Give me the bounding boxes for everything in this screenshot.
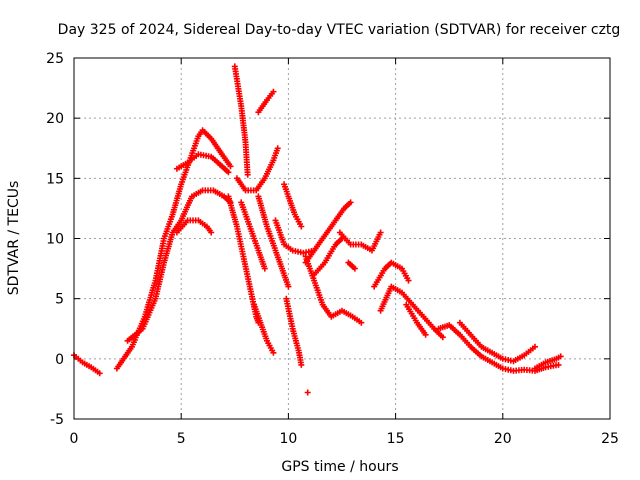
x-tick-label: 5 bbox=[177, 431, 186, 447]
series-t6-marks bbox=[231, 63, 251, 178]
series-t25-marks bbox=[435, 322, 562, 374]
series-t23-marks bbox=[377, 283, 446, 341]
series-t22-marks bbox=[371, 259, 412, 290]
x-tick-label: 15 bbox=[387, 431, 405, 447]
series-t9-marks bbox=[255, 88, 277, 116]
series-t3-marks bbox=[124, 187, 234, 344]
series-t15-marks bbox=[272, 217, 318, 256]
y-tick-label: 20 bbox=[46, 111, 64, 127]
series-t4-marks bbox=[173, 217, 215, 236]
y-tick-labels: -5 0 5 10 15 20 25 bbox=[46, 51, 64, 428]
x-tick-label: 25 bbox=[601, 431, 619, 447]
series-t18-marks bbox=[302, 199, 354, 266]
series-t5-marks bbox=[173, 151, 232, 176]
series-t21-marks bbox=[345, 259, 358, 272]
series-t2-marks bbox=[113, 127, 234, 372]
series-t14-marks bbox=[283, 295, 305, 368]
series-t16-marks bbox=[304, 389, 311, 396]
data-marks bbox=[71, 63, 564, 396]
series-t26-marks bbox=[456, 319, 538, 365]
x-axis-title: GPS time / hours bbox=[281, 459, 398, 475]
series-t8-marks bbox=[233, 145, 281, 194]
series-t13-marks bbox=[281, 181, 305, 230]
y-tick-label: 15 bbox=[46, 171, 64, 187]
x-tick-label: 20 bbox=[494, 431, 512, 447]
x-tick-label: 0 bbox=[70, 431, 79, 447]
y-tick-label: 0 bbox=[55, 352, 64, 368]
x-tick-labels: 0 5 10 15 20 25 bbox=[70, 431, 619, 447]
y-tick-label: 10 bbox=[46, 232, 64, 248]
chart-title: Day 325 of 2024, Sidereal Day-to-day VTE… bbox=[58, 22, 621, 38]
plot-frame bbox=[73, 57, 611, 420]
series-t19-marks bbox=[311, 235, 345, 278]
x-tick-label: 10 bbox=[279, 431, 297, 447]
series-t17-marks bbox=[302, 253, 365, 326]
y-tick-label: -5 bbox=[50, 412, 64, 428]
y-tick-label: 25 bbox=[46, 51, 64, 67]
series-t1-marks bbox=[71, 352, 103, 377]
series-t20-marks bbox=[336, 229, 384, 254]
series-t24-marks bbox=[403, 301, 429, 338]
series-t11-marks bbox=[251, 301, 277, 356]
series-t27-marks bbox=[532, 353, 564, 372]
y-axis-title: SDTVAR / TECUs bbox=[6, 181, 22, 296]
y-tick-label: 5 bbox=[55, 292, 64, 308]
series-t10-marks bbox=[238, 199, 268, 272]
series-t12-marks bbox=[255, 193, 292, 290]
series-t7-marks bbox=[225, 193, 262, 326]
